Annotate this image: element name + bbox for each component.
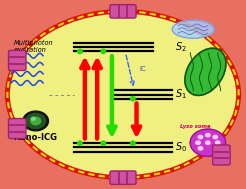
Circle shape xyxy=(23,111,48,131)
Circle shape xyxy=(206,141,210,144)
Text: Nano-ICG: Nano-ICG xyxy=(14,133,58,142)
Circle shape xyxy=(213,135,217,139)
Text: Lyso some: Lyso some xyxy=(180,125,211,129)
Text: IC: IC xyxy=(139,66,146,72)
Circle shape xyxy=(31,117,35,120)
Point xyxy=(131,97,135,100)
Text: $S_2$: $S_2$ xyxy=(175,40,186,54)
FancyBboxPatch shape xyxy=(213,145,230,165)
FancyBboxPatch shape xyxy=(110,171,136,184)
Circle shape xyxy=(26,113,46,129)
Text: $S_0$: $S_0$ xyxy=(175,140,187,154)
Ellipse shape xyxy=(172,20,214,38)
Circle shape xyxy=(198,135,203,139)
Ellipse shape xyxy=(7,11,239,178)
Point xyxy=(131,142,135,145)
Point xyxy=(101,50,105,53)
Text: Multiphoton
excitation: Multiphoton excitation xyxy=(14,40,53,53)
Point xyxy=(101,142,105,145)
FancyBboxPatch shape xyxy=(9,119,26,139)
Circle shape xyxy=(31,117,41,125)
Circle shape xyxy=(215,141,220,144)
Circle shape xyxy=(206,133,210,137)
FancyBboxPatch shape xyxy=(9,50,26,70)
Circle shape xyxy=(190,129,226,156)
Text: $S_1$: $S_1$ xyxy=(175,88,186,101)
Circle shape xyxy=(198,147,203,150)
FancyBboxPatch shape xyxy=(110,5,136,18)
Ellipse shape xyxy=(185,48,226,95)
Point xyxy=(78,50,82,53)
Circle shape xyxy=(213,147,217,150)
Circle shape xyxy=(196,141,200,144)
Point xyxy=(78,142,82,145)
